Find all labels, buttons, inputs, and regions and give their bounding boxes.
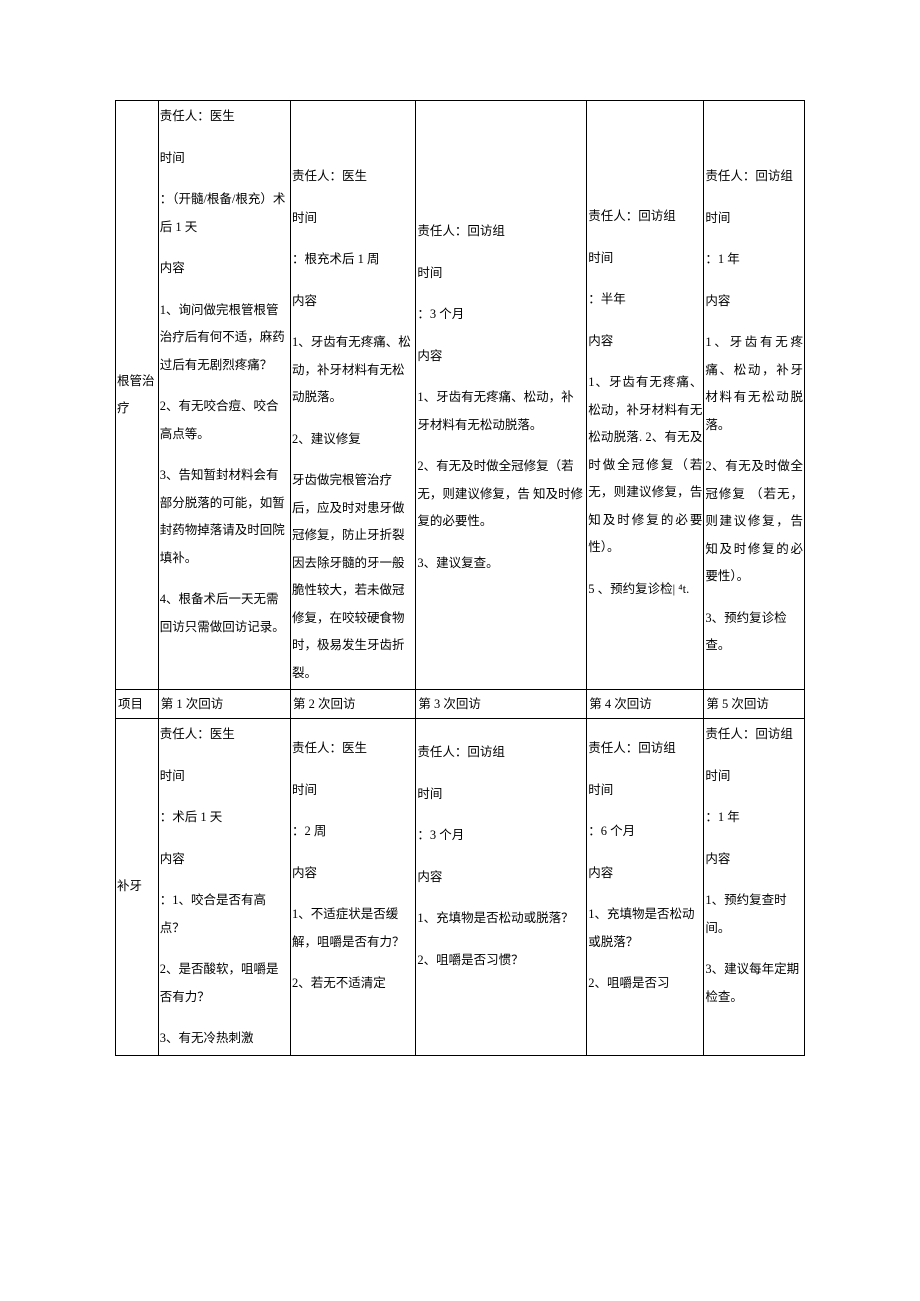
project-label: 根管治疗 — [117, 374, 155, 416]
responsible: 责任人：回访组 — [588, 203, 702, 231]
time-label: 时间 — [588, 245, 702, 273]
content-item: 3、预约复诊检查。 — [705, 605, 803, 660]
content-item: 3、建议每年定期检查。 — [705, 956, 803, 1011]
content-item: 2、若无不适清定 — [292, 970, 414, 998]
responsible: 责任人：医生 — [160, 721, 289, 749]
time-value: ：1 年 — [705, 804, 803, 832]
content-label: 内容 — [588, 328, 702, 356]
time-value: ：3 个月 — [417, 822, 585, 850]
time-value: ：（开髓/根备/根充）术后 1 天 — [160, 186, 289, 241]
visit3-cell: 责任人：回访组 时间 ：3 个月 内容 1、牙齿有无疼痛、松动，补牙材料有无松动… — [416, 101, 587, 690]
header-visit1: 第 1 次回访 — [158, 690, 290, 719]
responsible: 责任人：医生 — [160, 103, 289, 131]
responsible: 责任人：回访组 — [705, 163, 803, 191]
content-item: 1、询问做完根管根管治疗后有何不适，麻药过后有无剧烈疼痛？ — [160, 297, 289, 380]
content-item: 3、有无冷热刺激 — [160, 1025, 289, 1053]
content-item: 2、是否酸软，咀嚼是否有力？ — [160, 956, 289, 1011]
content-item: 2、咀嚼是否习 — [588, 970, 702, 998]
visit1-cell: 责任人：医生 时间 ：术后 1 天 内容 ：1、咬合是否有高点？ 2、是否酸软，… — [158, 719, 290, 1056]
time-label: 时间 — [160, 145, 289, 173]
time-label: 时间 — [160, 763, 289, 791]
visit1-cell: 责任人：医生 时间 ：（开髓/根备/根充）术后 1 天 内容 1、询问做完根管根… — [158, 101, 290, 690]
header-visit5: 第 5 次回访 — [704, 690, 805, 719]
content-item: 5 、预约复诊检| ⁴t. — [588, 576, 702, 604]
content-label: 内容 — [292, 860, 414, 888]
content-label: 内容 — [160, 255, 289, 283]
content-label: 内容 — [292, 288, 414, 316]
table-row: 补牙 责任人：医生 时间 ：术后 1 天 内容 ：1、咬合是否有高点？ 2、是否… — [116, 719, 805, 1056]
project-label: 补牙 — [117, 879, 142, 893]
responsible: 责任人：回访组 — [417, 739, 585, 767]
time-label: 时间 — [292, 777, 414, 805]
content-item: 1、预约复查时间。 — [705, 887, 803, 942]
responsible: 责任人：医生 — [292, 163, 414, 191]
content-item: 1、充填物是否松动或脱落？ — [588, 901, 702, 956]
content-label: 内容 — [705, 846, 803, 874]
time-value: ：3 个月 — [417, 301, 585, 329]
header-visit3: 第 3 次回访 — [416, 690, 587, 719]
visit2-cell: 责任人：医生 时间 ：根充术后 1 周 内容 1、牙齿有无疼痛、松动，补牙材料有… — [290, 101, 415, 690]
content-item: 4、根备术后一天无需回访只需做回访记录。 — [160, 586, 289, 641]
time-label: 时间 — [292, 205, 414, 233]
content-label: 内容 — [417, 864, 585, 892]
followup-table: 根管治疗 责任人：医生 时间 ：（开髓/根备/根充）术后 1 天 内容 1、询问… — [115, 100, 805, 1056]
content-item: 2、咀嚼是否习惯？ — [417, 947, 585, 975]
time-value: ：1 年 — [705, 246, 803, 274]
table-row: 根管治疗 责任人：医生 时间 ：（开髓/根备/根充）术后 1 天 内容 1、询问… — [116, 101, 805, 690]
time-value: ：术后 1 天 — [160, 804, 289, 832]
time-value: ：6 个月 — [588, 818, 702, 846]
responsible: 责任人：回访组 — [588, 735, 702, 763]
content-item: 1、不适症状是否缓解，咀嚼是否有力？ — [292, 901, 414, 956]
content-item: 1、充填物是否松动或脱落？ — [417, 905, 585, 933]
content-item: 3、告知暂封材料会有部分脱落的可能，如暂封药物掉落请及时回院填补。 — [160, 462, 289, 572]
content-item: 1、牙齿有无疼痛、松动，补牙材料有无松动脱落. 2、有无及时做全冠修复（若无，则… — [588, 369, 702, 562]
content-label: 内容 — [588, 860, 702, 888]
responsible: 责任人：回访组 — [705, 721, 803, 749]
content-item: 2、建议修复 — [292, 426, 414, 454]
content-item: 1、牙齿有无疼痛、松动，补牙材料有无松动脱落。 — [292, 329, 414, 412]
responsible: 责任人：回访组 — [417, 218, 585, 246]
header-visit2: 第 2 次回访 — [290, 690, 415, 719]
visit4-cell: 责任人：回访组 时间 ：半年 内容 1、牙齿有无疼痛、松动，补牙材料有无松动脱落… — [587, 101, 704, 690]
time-value: ：半年 — [588, 286, 702, 314]
header-project: 项目 — [116, 690, 159, 719]
content-label: 内容 — [417, 343, 585, 371]
content-item: 2、有无咬合痘、咬合高点等。 — [160, 393, 289, 448]
time-label: 时间 — [588, 777, 702, 805]
content-item: 2、有无及时做全冠修复 （若无，则建议修复，告知及时修复的必要性）。 — [705, 453, 803, 591]
time-label: 时间 — [705, 205, 803, 233]
time-value: ：2 周 — [292, 818, 414, 846]
time-label: 时间 — [705, 763, 803, 791]
responsible: 责任人：医生 — [292, 735, 414, 763]
project-cell: 补牙 — [116, 719, 159, 1056]
visit5-cell: 责任人：回访组 时间 ：1 年 内容 1、牙齿有无疼痛、松动，补牙材料有无松动脱… — [704, 101, 805, 690]
time-label: 时间 — [417, 260, 585, 288]
content-label: 内容 — [160, 846, 289, 874]
table-header-row: 项目 第 1 次回访 第 2 次回访 第 3 次回访 第 4 次回访 第 5 次… — [116, 690, 805, 719]
visit4-cell: 责任人：回访组 时间 ：6 个月 内容 1、充填物是否松动或脱落？ 2、咀嚼是否… — [587, 719, 704, 1056]
visit3-cell: 责任人：回访组 时间 ：3 个月 内容 1、充填物是否松动或脱落？ 2、咀嚼是否… — [416, 719, 587, 1056]
header-visit4: 第 4 次回访 — [587, 690, 704, 719]
content-item: 1、牙齿有无疼痛、松动，补牙材料有无松动脱落。 — [417, 384, 585, 439]
content-label: 内容 — [705, 288, 803, 316]
time-value: ：根充术后 1 周 — [292, 246, 414, 274]
content-item: 牙齿做完根管治疗后，应及时对患牙做冠修复，防止牙折裂因去除牙髓的牙一般脆性较大，… — [292, 467, 414, 687]
content-item: 2、有无及时做全冠修复（若无，则建议修复，告 知及时修复的必要性。 — [417, 453, 585, 536]
content-item: ：1、咬合是否有高点？ — [160, 887, 289, 942]
visit2-cell: 责任人：医生 时间 ：2 周 内容 1、不适症状是否缓解，咀嚼是否有力？ 2、若… — [290, 719, 415, 1056]
content-item: 3、建议复查。 — [417, 550, 585, 578]
project-cell: 根管治疗 — [116, 101, 159, 690]
time-label: 时间 — [417, 781, 585, 809]
content-item: 1、牙齿有无疼痛、松动，补牙材料有无松动脱落。 — [705, 329, 803, 439]
visit5-cell: 责任人：回访组 时间 ：1 年 内容 1、预约复查时间。 3、建议每年定期检查。 — [704, 719, 805, 1056]
